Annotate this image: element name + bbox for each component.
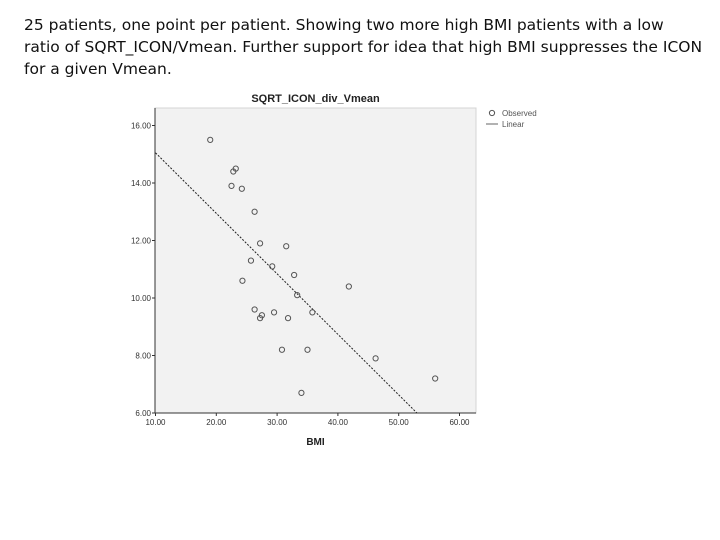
legend-linear-label: Linear [502,120,525,129]
data-point [284,315,292,322]
x-tick-label: 50.00 [389,418,410,427]
y-tick-label: 12.00 [131,237,152,246]
data-point [278,346,286,353]
data-point [345,283,352,290]
data-point [372,355,379,362]
data-point [309,309,316,316]
x-tick-label: 20.00 [206,418,227,427]
x-tick-label: 60.00 [449,418,470,427]
chart-title: SQRT_ICON_div_Vmean [251,93,380,105]
data-point [298,389,305,396]
data-point [228,182,235,189]
data-point [256,240,264,247]
data-point [239,277,246,284]
data-point [432,375,439,382]
data-point [294,292,301,299]
observed-points [207,136,439,396]
plot-area [154,107,477,414]
data-point [251,208,258,215]
y-tick-label: 14.00 [131,179,152,188]
y-axis-ticks: 6.00 8.00 10.00 12.00 14.00 16.00 [131,122,155,418]
data-point [247,257,255,264]
data-point [269,263,276,270]
data-point [230,168,237,175]
y-tick-label: 10.00 [131,294,152,303]
y-tick-label: 8.00 [135,352,151,361]
data-point [256,315,264,322]
data-point [291,271,298,279]
x-axis-ticks: 10.00 20.00 30.00 40.00 50.00 60.00 [145,413,470,427]
y-tick-label: 16.00 [131,122,152,131]
x-tick-label: 10.00 [145,418,166,427]
linear-fit-line [155,152,418,414]
slide-caption: 25 patients, one point per patient. Show… [24,16,703,78]
y-tick-label: 6.00 [135,409,151,418]
data-point [304,346,311,353]
data-point [251,306,258,313]
x-tick-label: 40.00 [328,418,349,427]
legend-observed-marker [488,109,496,117]
data-point [238,185,245,192]
data-point [283,243,290,250]
legend-observed-label: Observed [502,109,537,118]
x-axis-title: BMI [306,437,325,448]
data-point [207,136,214,143]
data-point [270,309,278,316]
legend: Observed Linear [486,109,537,129]
x-tick-label: 30.00 [267,418,288,427]
